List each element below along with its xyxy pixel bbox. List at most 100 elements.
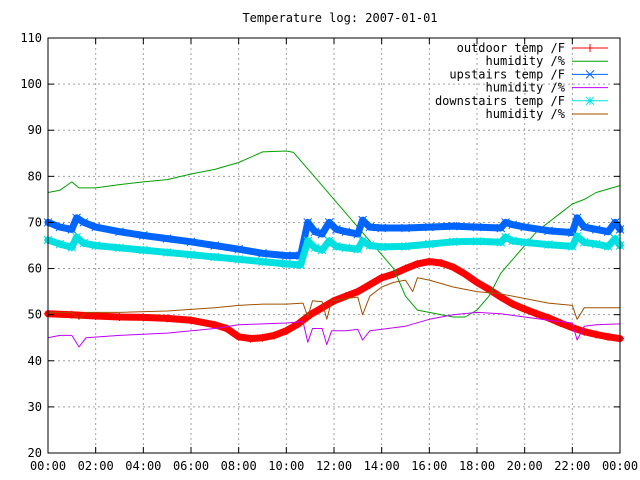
data-point bbox=[138, 245, 148, 255]
data-point bbox=[520, 305, 529, 314]
data-point bbox=[139, 313, 148, 322]
data-point bbox=[210, 320, 219, 329]
data-point bbox=[341, 243, 351, 253]
data-point bbox=[508, 300, 517, 309]
data-point bbox=[115, 243, 124, 253]
data-point bbox=[603, 242, 613, 251]
data-point bbox=[520, 222, 530, 232]
data-point bbox=[79, 218, 89, 227]
data-point bbox=[296, 260, 305, 270]
legend-marker-3 bbox=[585, 70, 595, 79]
data-point bbox=[79, 238, 89, 248]
x-tick-label: 10:00 bbox=[268, 459, 304, 473]
x-tick-label: 22:00 bbox=[554, 459, 590, 473]
data-point bbox=[91, 312, 100, 321]
x-tick-label: 08:00 bbox=[221, 459, 257, 473]
series-layer bbox=[43, 150, 625, 348]
data-point bbox=[449, 263, 458, 272]
x-tick-label: 16:00 bbox=[411, 459, 447, 473]
data-point bbox=[365, 222, 375, 232]
data-point bbox=[604, 332, 613, 341]
data-point bbox=[270, 331, 279, 340]
data-point bbox=[520, 237, 530, 247]
legend-label-5: downstairs temp /F bbox=[435, 94, 565, 108]
data-point bbox=[258, 333, 267, 342]
data-point bbox=[258, 248, 267, 258]
data-point bbox=[484, 285, 493, 294]
data-point bbox=[353, 244, 363, 254]
x-tick-label: 12:00 bbox=[316, 459, 352, 473]
x-tick-label: 00:00 bbox=[30, 459, 66, 473]
legend-label-1: outdoor temp /F bbox=[457, 41, 565, 55]
legend-label-2: humidity /% bbox=[486, 54, 566, 68]
y-tick-label: 80 bbox=[28, 169, 42, 183]
data-point bbox=[572, 213, 582, 223]
data-point bbox=[377, 273, 386, 282]
data-point bbox=[501, 232, 510, 242]
y-tick-label: 90 bbox=[28, 123, 42, 137]
chart-title: Temperature log: 2007-01-01 bbox=[242, 11, 437, 25]
data-point bbox=[91, 222, 101, 232]
legend-label-4: humidity /% bbox=[486, 81, 566, 95]
data-point bbox=[572, 231, 582, 241]
data-point bbox=[324, 218, 334, 227]
data-point bbox=[448, 237, 458, 247]
data-point bbox=[67, 242, 77, 252]
data-point bbox=[294, 319, 303, 328]
series-line-4 bbox=[47, 311, 621, 348]
legend-marker-1 bbox=[586, 44, 594, 52]
data-point bbox=[461, 270, 470, 279]
data-point bbox=[187, 316, 195, 325]
y-tick-label: 40 bbox=[28, 354, 42, 368]
data-point bbox=[162, 248, 172, 257]
data-point bbox=[324, 236, 334, 246]
data-point bbox=[425, 257, 434, 266]
data-point bbox=[448, 221, 458, 231]
data-point bbox=[210, 241, 220, 250]
data-point bbox=[496, 223, 506, 233]
x-tick-label: 20:00 bbox=[507, 459, 543, 473]
data-point bbox=[91, 241, 101, 250]
data-point bbox=[317, 229, 327, 239]
data-point bbox=[544, 240, 553, 249]
data-point bbox=[353, 287, 362, 296]
data-point bbox=[610, 234, 620, 243]
data-point bbox=[222, 324, 231, 333]
x-tick-label: 04:00 bbox=[125, 459, 161, 473]
y-tick-label: 100 bbox=[20, 77, 42, 91]
x-tick-label: 06:00 bbox=[173, 459, 209, 473]
data-point bbox=[567, 242, 577, 251]
data-point bbox=[496, 293, 505, 302]
data-point bbox=[472, 236, 482, 246]
data-point bbox=[508, 220, 518, 230]
data-point bbox=[67, 225, 77, 234]
data-point bbox=[591, 225, 601, 234]
legend-marker-5 bbox=[585, 96, 595, 106]
data-point bbox=[508, 236, 518, 246]
y-tick-label: 30 bbox=[28, 400, 42, 414]
x-tick-label: 18:00 bbox=[459, 459, 495, 473]
data-point bbox=[501, 218, 510, 227]
data-point bbox=[401, 223, 410, 233]
data-point bbox=[303, 236, 313, 246]
data-point bbox=[332, 242, 341, 251]
data-point bbox=[401, 242, 410, 251]
data-point bbox=[532, 309, 541, 318]
series-line-1 bbox=[44, 258, 624, 343]
data-point bbox=[115, 312, 124, 321]
data-point bbox=[115, 227, 124, 237]
data-point bbox=[472, 222, 482, 232]
data-point bbox=[258, 257, 267, 266]
data-point bbox=[162, 234, 172, 243]
data-point bbox=[358, 215, 367, 225]
data-point bbox=[234, 332, 243, 341]
series-line-6 bbox=[47, 277, 621, 320]
data-point bbox=[186, 237, 196, 247]
data-point bbox=[282, 326, 291, 335]
data-point bbox=[281, 259, 291, 269]
data-point bbox=[603, 227, 613, 237]
data-point bbox=[55, 222, 65, 232]
data-point bbox=[310, 243, 320, 253]
x-tick-label: 00:00 bbox=[602, 459, 638, 473]
